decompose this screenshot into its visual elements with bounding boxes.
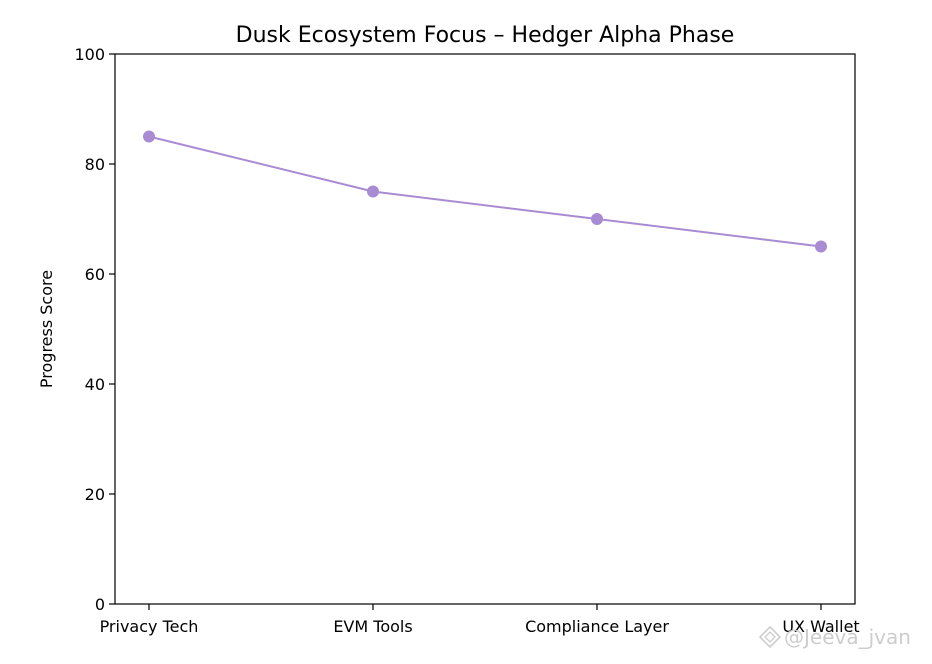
y-axis-label: Progress Score [37, 270, 56, 388]
y-axis: 0 20 40 60 80 100 [74, 45, 115, 614]
x-tick-label: EVM Tools [333, 617, 412, 636]
y-tick-label: 80 [85, 155, 105, 174]
series-layer [143, 130, 827, 253]
series-line [148, 135, 822, 248]
watermark: @Jeeva_jvan [758, 625, 911, 649]
x-axis: Privacy Tech EVM Tools Compliance Layer UX … [100, 604, 860, 636]
x-tick-label: Compliance Layer [525, 617, 669, 636]
diamond-logo-icon [758, 625, 782, 649]
x-tick-label: Privacy Tech [100, 617, 199, 636]
data-point [591, 213, 603, 225]
data-point [143, 130, 155, 143]
watermark-text: @Jeeva_jvan [784, 625, 911, 649]
data-point [815, 240, 827, 253]
y-tick-label: 100 [74, 45, 105, 64]
chart-title: Dusk Ecosystem Focus – Hedger Alpha Phas… [236, 23, 735, 48]
data-point [367, 185, 379, 198]
plot-frame [114, 53, 856, 605]
y-tick-label: 20 [85, 485, 105, 504]
x-tick-label: UX Wallet [782, 617, 859, 636]
y-tick-label: 60 [85, 265, 105, 284]
y-tick-label: 0 [95, 595, 105, 614]
y-tick-label: 40 [85, 375, 105, 394]
